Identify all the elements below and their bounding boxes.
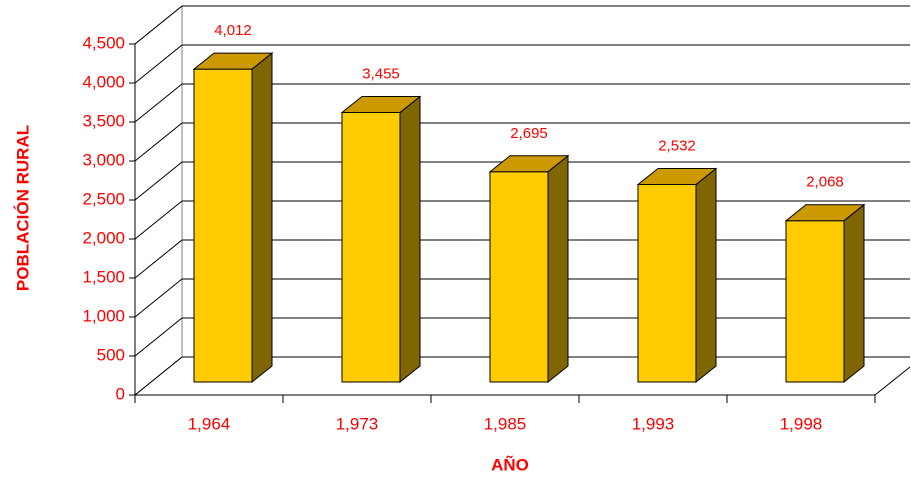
value-label: 2,532 [658,137,696,154]
grid-line [134,5,910,45]
bar-side [251,52,273,384]
grid-line [134,44,910,84]
bar-top [488,155,570,173]
y-tick-label: 0 [116,384,125,403]
bar-front [785,220,845,383]
grid-line [134,83,910,123]
grid-line [134,161,910,201]
bar [636,167,718,384]
x-tick-label: 1,993 [632,414,675,433]
bar-top [784,204,866,222]
bar-top [636,168,718,186]
bar-side [695,167,717,384]
y-axis-title: POBLACIÓN RURAL [13,125,32,291]
bar-front [341,112,401,383]
y-tick-label: 3,500 [82,111,125,130]
bar-front [637,184,697,383]
bar [488,154,570,384]
bar [784,203,866,384]
value-label: 3,455 [362,65,400,82]
bar [340,95,422,384]
bar-top [340,96,422,114]
grid-line [134,122,910,162]
value-label: 4,012 [214,22,252,39]
y-tick-label: 4,500 [82,33,125,52]
x-tick-label: 1,998 [780,414,823,433]
x-axis-title: AÑO [491,454,529,474]
y-tick-label: 2,500 [82,189,125,208]
bar-side [399,95,421,384]
bar-front [489,171,549,383]
x-tick-label: 1,973 [336,414,379,433]
value-label: 2,695 [510,125,548,142]
y-tick-label: 1,000 [82,306,125,325]
bar-side [843,203,865,384]
x-tick-label: 1,985 [484,414,527,433]
bar-front [193,68,253,383]
y-tick-label: 2,000 [82,228,125,247]
value-label: 2,068 [806,174,844,191]
y-tick-label: 3,000 [82,150,125,169]
y-tick-label: 4,000 [82,72,125,91]
bar [192,52,274,384]
y-tick-label: 500 [97,345,125,364]
bar-side [547,154,569,384]
bar-top [192,52,274,70]
x-tick-label: 1,964 [188,414,231,433]
y-tick-label: 1,500 [82,267,125,286]
